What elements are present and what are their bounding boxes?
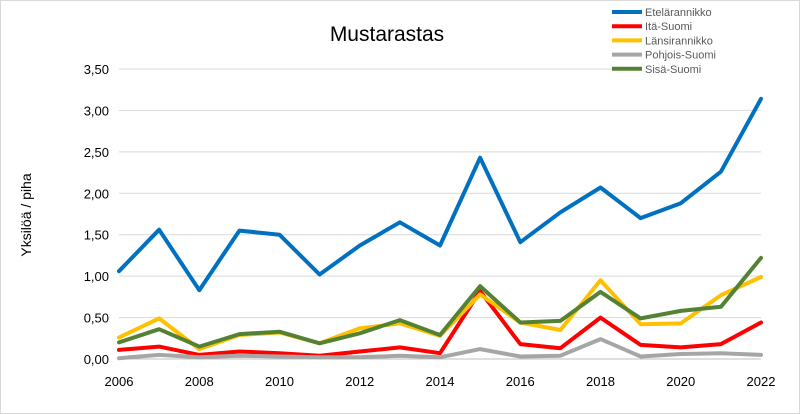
y-tick-label: 0,50	[84, 311, 109, 326]
y-tick-label: 3,00	[84, 103, 109, 118]
y-tick-label: 2,00	[84, 186, 109, 201]
legend-label: Itä-Suomi	[645, 21, 692, 33]
series-line-4	[117, 337, 763, 361]
y-tick-label: 3,50	[84, 62, 109, 77]
y-tick-label: 1,00	[84, 269, 109, 284]
x-tick-label: 2018	[586, 374, 615, 389]
series-line-5	[117, 255, 763, 349]
x-tick-label: 2016	[506, 374, 535, 389]
x-tick-label: 2010	[265, 374, 294, 389]
legend: Etelärannikko Itä-Suomi Länsirannikko Pohjo…	[612, 7, 716, 76]
y-axis-ticks: 0,00 0,50 1,00 1,50 2,00 2,50 3,00 3,50	[84, 62, 109, 367]
x-tick-label: 2014	[426, 374, 455, 389]
legend-label: Etelärannikko	[645, 7, 712, 19]
series-line-1	[117, 96, 763, 293]
x-tick-label: 2020	[666, 374, 695, 389]
x-tick-label: 2008	[185, 374, 214, 389]
chart-title: Mustarastas	[330, 23, 444, 46]
x-tick-label: 2006	[105, 374, 134, 389]
series-line-2	[117, 289, 763, 358]
x-axis-ticks: 2006 2008 2010 2012 2014 2016 2018 2020 2022	[105, 374, 776, 389]
y-tick-label: 1,50	[84, 228, 109, 243]
legend-label: Pohjois-Suomi	[645, 50, 716, 62]
series-lines	[117, 96, 763, 361]
legend-label: Länsirannikko	[645, 35, 713, 47]
y-axis-title: Yksilöä / piha	[18, 173, 34, 256]
legend-label: Sisä-Suomi	[645, 64, 701, 76]
x-tick-label: 2012	[345, 374, 374, 389]
x-tick-label: 2022	[747, 374, 776, 389]
y-tick-label: 0,00	[84, 352, 109, 367]
y-tick-label: 2,50	[84, 145, 109, 160]
gridlines	[119, 68, 761, 360]
